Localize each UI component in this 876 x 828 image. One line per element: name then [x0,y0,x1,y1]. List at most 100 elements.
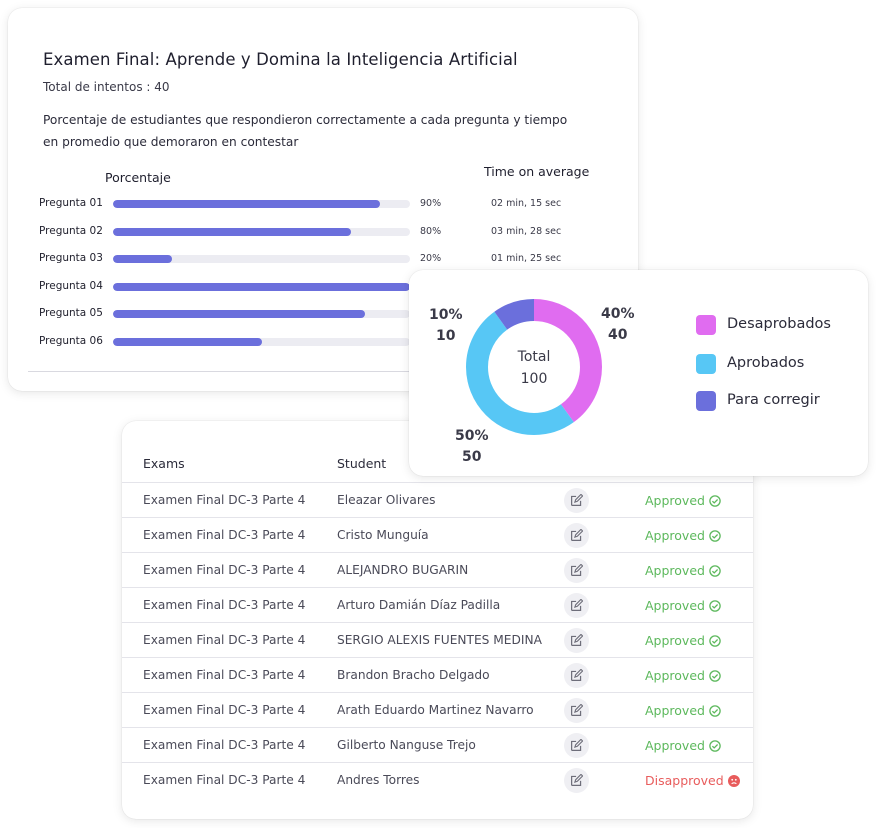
exam-name: Examen Final DC-3 Parte 4 [143,528,306,542]
question-row: Pregunta 05 [39,307,619,321]
status-text: Approved [645,668,705,683]
status-badge: Approved [645,738,721,753]
student-name: Cristo Munguía [337,528,429,542]
exam-name: Examen Final DC-3 Parte 4 [143,703,306,717]
edit-icon [570,599,583,612]
question-label: Pregunta 02 [39,224,103,237]
student-name: Arath Eduardo Martinez Navarro [337,703,534,717]
question-bar-fill [113,200,381,208]
edit-button[interactable] [564,558,589,583]
check-circle-icon [709,669,721,682]
table-row: Examen Final DC-3 Parte 4 ALEJANDRO BUGAR… [122,552,753,587]
donut-percent-aprobados: 50% [455,428,489,444]
edit-icon [570,564,583,577]
question-row: Pregunta 03 20% 01 min, 25 sec [39,252,619,266]
legend-label-para-corregir: Para corregir [727,392,820,408]
check-circle-icon [709,529,721,542]
check-circle-icon [709,494,721,507]
question-bar-fill [113,255,173,264]
legend-swatch-desaprobados [696,315,716,335]
question-time: 01 min, 25 sec [491,253,562,265]
exam-name: Examen Final DC-3 Parte 4 [143,633,306,647]
question-label: Pregunta 06 [39,335,103,347]
donut-label-desaprobados: 40% 40 [601,304,635,346]
status-badge: Approved [645,493,721,508]
percentage-header: Porcentaje [105,170,171,185]
edit-button[interactable] [564,628,589,653]
question-row: Pregunta 06 [39,335,619,349]
status-text: Approved [645,493,705,508]
edit-button[interactable] [564,488,589,513]
edit-button[interactable] [564,768,589,793]
question-label: Pregunta 04 [39,279,103,292]
question-bar-track [113,338,410,346]
edit-icon [570,739,583,752]
edit-icon [570,529,583,542]
donut-percent-para-corregir: 10% [429,307,463,323]
question-bar-track [113,200,410,208]
student-name: Brandon Bracho Delgado [337,668,490,682]
question-bar-track [113,282,410,291]
edit-button[interactable] [564,663,589,688]
question-bar-fill [113,282,410,291]
table-row: Examen Final DC-3 Parte 4 Arath Eduardo M… [122,692,753,727]
donut-count-para-corregir: 10 [436,328,456,344]
status-badge: Approved [645,528,721,543]
question-percent: 20% [420,253,442,265]
question-label: Pregunta 03 [39,252,103,265]
question-bar-fill [113,310,366,319]
question-bar-track [113,255,410,264]
status-text: Disapproved [645,773,724,788]
results-donut-chart: Total 100 [466,299,602,435]
question-percent: 90% [420,198,442,209]
status-text: Approved [645,563,705,578]
student-name: Andres Torres [337,773,420,787]
question-bar-fill [113,227,351,236]
card-divider [28,371,418,372]
student-name: Gilberto Nanguse Trejo [337,738,476,752]
exam-stats-card: Examen Final: Aprende y Domina la Inteli… [8,8,638,391]
edit-button[interactable] [564,523,589,548]
donut-center-value: 100 [521,371,548,387]
question-label: Pregunta 05 [39,307,103,320]
check-circle-icon [709,739,721,752]
edit-button[interactable] [564,733,589,758]
legend-label-desaprobados: Desaprobados [727,316,831,332]
donut-count-desaprobados: 40 [608,327,628,343]
student-name: Arturo Damián Díaz Padilla [337,598,501,612]
donut-segment-para-corregir [466,299,602,435]
question-label: Pregunta 01 [39,197,103,209]
edit-icon [570,634,583,647]
table-row: Examen Final DC-3 Parte 4 Brandon Bracho … [122,657,753,692]
donut-count-aprobados: 50 [462,449,482,465]
question-row: Pregunta 04 [39,280,619,294]
exam-name: Examen Final DC-3 Parte 4 [143,493,306,507]
status-badge: Approved [645,668,721,683]
legend-swatch-aprobados [696,354,716,374]
edit-icon [570,494,583,507]
results-donut-card: Total 100 40% 40 10% 10 50% 50 Desaproba… [409,270,868,476]
donut-segment-aprobados [466,299,602,435]
status-text: Approved [645,738,705,753]
donut-percent-desaprobados: 40% [601,306,635,322]
status-badge: Approved [645,703,721,718]
sad-face-icon [727,774,740,787]
table-row: Examen Final DC-3 Parte 4 Gilberto Nangus… [122,727,753,762]
student-name: SERGIO ALEXIS FUENTES MEDINA [337,633,542,647]
question-bar-track [113,227,410,236]
status-badge: Approved [645,633,721,648]
edit-button[interactable] [564,698,589,723]
header-exams: Exams [143,456,185,471]
question-time: 02 min, 15 sec [491,198,562,209]
exam-title: Examen Final: Aprende y Domina la Inteli… [43,50,518,69]
status-text: Approved [645,598,705,613]
question-bar-track [113,310,410,319]
table-row: Examen Final DC-3 Parte 4 Cristo Munguía A… [122,517,753,552]
check-circle-icon [709,599,721,612]
check-circle-icon [709,564,721,577]
question-percent: 80% [420,225,442,237]
header-student: Student [337,456,387,471]
donut-label-para-corregir: 10% 10 [429,305,463,347]
edit-button[interactable] [564,593,589,618]
